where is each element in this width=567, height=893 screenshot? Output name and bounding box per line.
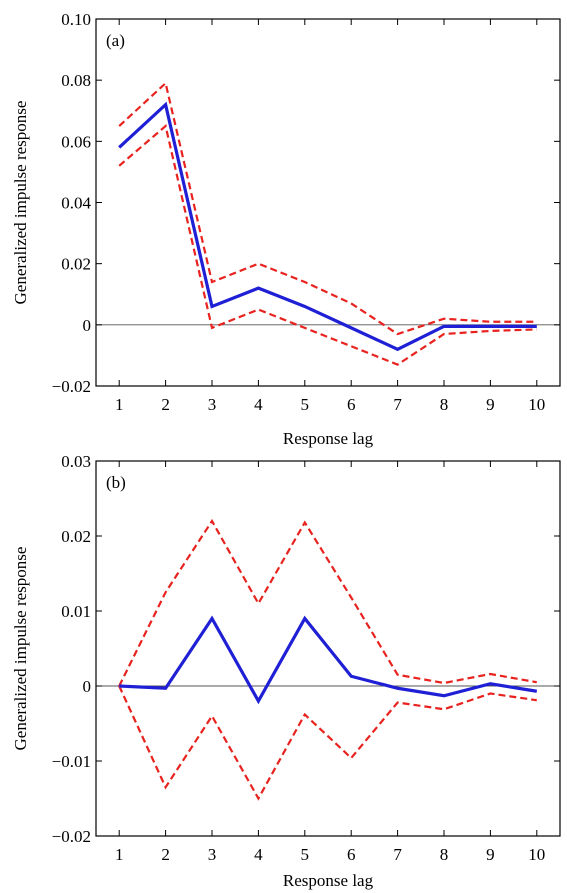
panel-b-x-tick-label: 4 bbox=[254, 845, 263, 864]
panel-a-y-tick-label: 0.08 bbox=[61, 71, 91, 90]
panel-b-x-tick-label: 3 bbox=[208, 845, 217, 864]
panel-b-response-line bbox=[119, 615, 538, 705]
panel-b-x-tick-label: 2 bbox=[161, 845, 170, 864]
panel-a-x-tick-label: 6 bbox=[347, 395, 356, 414]
panel-a-x-axis-label: Response lag bbox=[283, 429, 374, 448]
panel-a-y-tick-label: 0.10 bbox=[61, 10, 91, 29]
panel-b-x-tick-label: 9 bbox=[486, 845, 495, 864]
panel-a-y-tick-label: 0.04 bbox=[61, 194, 91, 213]
panel-a-x-tick-label: 7 bbox=[393, 395, 402, 414]
panel-a-x-tick-label: 3 bbox=[208, 395, 217, 414]
panel-a-x-tick-label: 9 bbox=[486, 395, 495, 414]
panel-b-x-axis-label: Response lag bbox=[283, 871, 374, 890]
panel-a-x-tick-label: 4 bbox=[254, 395, 263, 414]
panel-b-x-tick-label: 10 bbox=[528, 845, 545, 864]
panel-b-y-tick-label: 0 bbox=[83, 677, 92, 696]
panel-b-x-tick-label: 8 bbox=[440, 845, 449, 864]
panel-b-frame bbox=[95, 460, 561, 837]
panel-b-y-axis-label: Generalized impulse response bbox=[11, 547, 30, 751]
panel-a-label: (a) bbox=[106, 31, 125, 50]
panel-a-y-tick-label: 0.02 bbox=[61, 255, 91, 274]
panel-b-y-tick-label: −0.02 bbox=[52, 827, 91, 846]
panel-a-x-tick-label: 1 bbox=[115, 395, 124, 414]
panel-b-y-tick-label: 0.02 bbox=[61, 527, 91, 546]
panel-a: (a) Response lag Generalized impulse res… bbox=[11, 10, 561, 448]
panel-a-x-tick-label: 10 bbox=[528, 395, 545, 414]
panel-b-label: (b) bbox=[106, 473, 126, 492]
panel-a-x-tick-label: 5 bbox=[301, 395, 310, 414]
panel-a-y-tick-label: 0 bbox=[83, 316, 92, 335]
panel-b-x-tick-label: 1 bbox=[115, 845, 124, 864]
panel-a-frame bbox=[95, 18, 561, 387]
panel-b: (b) Response lag Generalized impulse res… bbox=[11, 452, 561, 890]
panel-b-x-tick-label: 5 bbox=[301, 845, 310, 864]
panel-a-x-tick-label: 8 bbox=[440, 395, 449, 414]
panel-b-y-tick-label: −0.01 bbox=[52, 752, 91, 771]
panel-a-lower-band-line bbox=[118, 124, 537, 366]
panel-b-x-tick-label: 6 bbox=[347, 845, 356, 864]
panel-b-lower-band-line bbox=[118, 685, 537, 801]
panel-b-y-tick-label: 0.03 bbox=[61, 452, 91, 471]
panel-b-upper-band-line bbox=[118, 518, 537, 687]
panel-a-x-tick-label: 2 bbox=[161, 395, 170, 414]
panel-a-y-tick-label: 0.06 bbox=[61, 132, 91, 151]
panel-a-y-tick-label: −0.02 bbox=[52, 377, 91, 396]
panel-a-response-line bbox=[118, 101, 537, 352]
panel-a-upper-band-line bbox=[118, 81, 537, 336]
panel-b-y-tick-label: 0.01 bbox=[61, 602, 91, 621]
panel-b-x-tick-label: 7 bbox=[393, 845, 402, 864]
panel-a-y-axis-label: Generalized impulse response bbox=[11, 101, 30, 305]
